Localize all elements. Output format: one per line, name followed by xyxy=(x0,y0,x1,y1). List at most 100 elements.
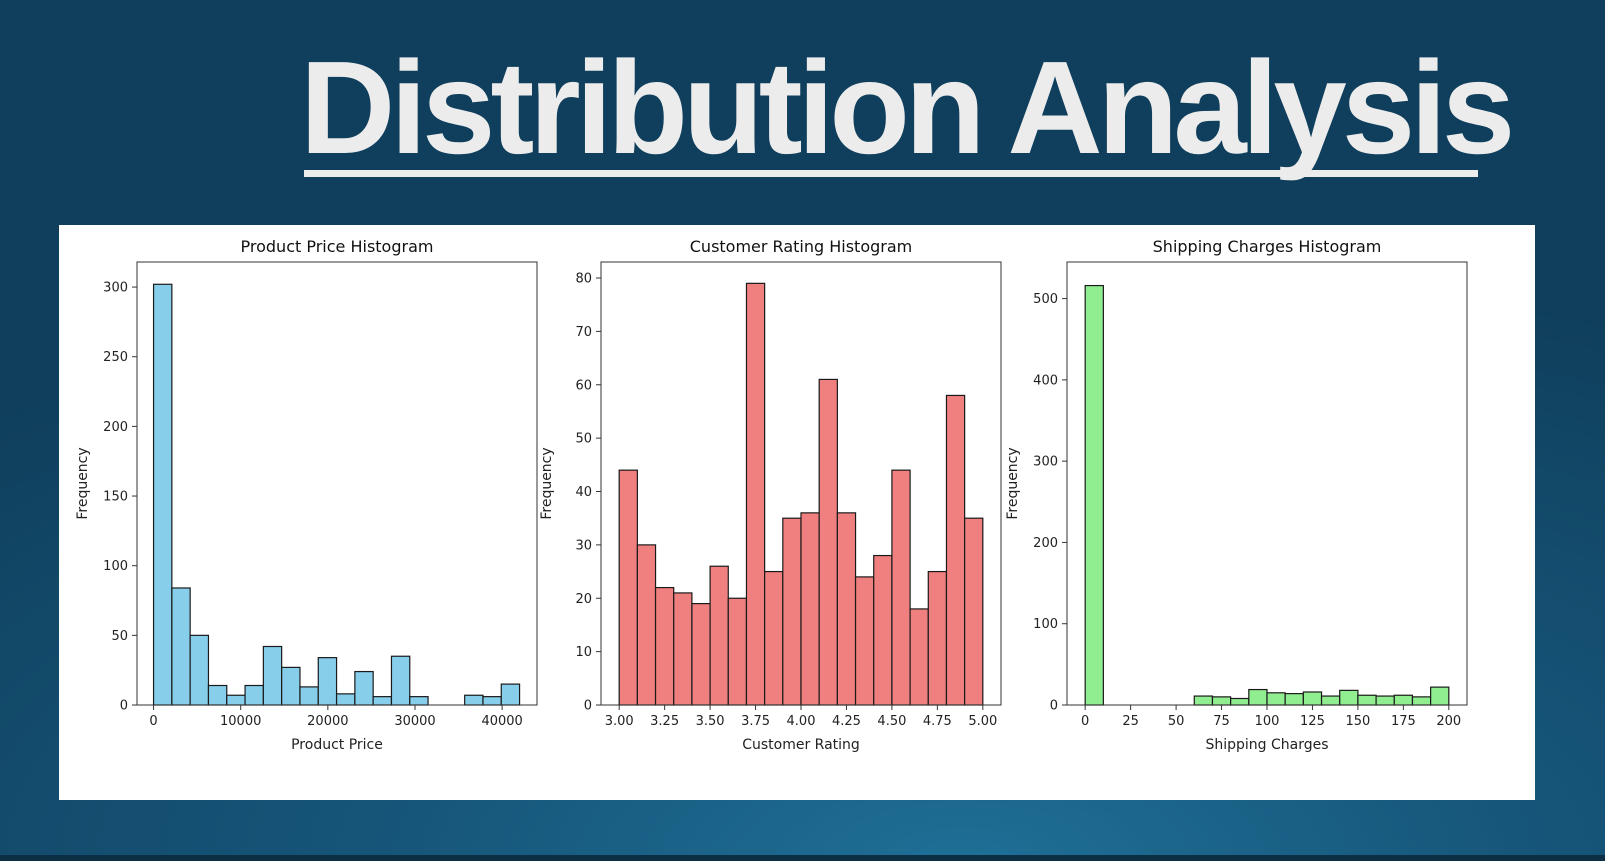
y-axis-label: Frequency xyxy=(539,447,555,519)
y-tick-label: 500 xyxy=(1033,292,1058,307)
histogram-2: 3.00 3.25 3.50 3.75 4.00 4.25 4.50 4.75 5.00 0 10 2… xyxy=(539,237,1002,753)
x-tick-label: 3.00 xyxy=(605,714,634,729)
histogram-bar xyxy=(1266,692,1286,706)
y-tick-label: 200 xyxy=(1033,536,1058,551)
histogram-bar xyxy=(1084,284,1104,706)
histogram-bar xyxy=(709,565,729,706)
histogram-bar xyxy=(818,378,838,706)
y-axis-label: Frequency xyxy=(75,447,91,519)
histogram-bar xyxy=(1357,694,1377,706)
histogram-bar xyxy=(636,544,657,706)
x-axis-label: Shipping Charges xyxy=(1205,737,1328,753)
y-tick-label: 400 xyxy=(1033,373,1058,388)
histogram-bar xyxy=(964,517,984,706)
histogram-bar xyxy=(618,469,638,706)
plot-frame xyxy=(1066,261,1468,706)
y-tick-label: 100 xyxy=(103,559,128,574)
y-tick-label: 200 xyxy=(103,420,128,435)
histogram-bar xyxy=(1339,689,1359,706)
histogram-bar xyxy=(281,666,301,706)
histogram-bar xyxy=(1320,695,1341,706)
histogram-bar xyxy=(691,602,711,706)
histogram-bar xyxy=(500,683,521,706)
y-tick-label: 300 xyxy=(103,281,128,296)
x-tick-label: 10000 xyxy=(220,714,261,729)
y-tick-label: 0 xyxy=(1050,699,1058,714)
histogram-bar xyxy=(654,586,675,706)
histogram-bar xyxy=(335,693,356,706)
histogram-bar xyxy=(1393,694,1414,706)
y-tick-label: 20 xyxy=(575,592,592,607)
y-tick-label: 0 xyxy=(584,699,592,714)
y-tick-label: 30 xyxy=(575,538,592,553)
x-tick-label: 75 xyxy=(1213,714,1230,729)
y-tick-label: 60 xyxy=(575,378,592,393)
y-axis-label: Frequency xyxy=(1005,447,1021,519)
y-tick-label: 10 xyxy=(575,645,592,660)
histogram-bar xyxy=(854,576,875,706)
histogram-bar xyxy=(1248,688,1268,706)
chart-title: Customer Rating Histogram xyxy=(690,237,912,256)
x-tick-label: 20000 xyxy=(307,714,348,729)
histogram-bar xyxy=(482,696,502,706)
y-tick-label: 80 xyxy=(575,272,592,287)
histogram-bar xyxy=(244,684,264,706)
histogram-bar xyxy=(1430,686,1450,706)
x-tick-label: 4.25 xyxy=(832,714,861,729)
x-tick-label: 100 xyxy=(1255,714,1280,729)
y-tick-label: 50 xyxy=(575,432,592,447)
x-tick-label: 175 xyxy=(1391,714,1416,729)
chart-title: Product Price Histogram xyxy=(241,237,434,256)
histogram-bar xyxy=(891,469,911,706)
histogram-bar xyxy=(464,694,484,706)
histogram-bar xyxy=(1411,696,1432,706)
y-tick-label: 100 xyxy=(1033,617,1058,632)
histogram-bar xyxy=(1375,695,1395,706)
x-tick-label: 5.00 xyxy=(968,714,997,729)
histogram-bar xyxy=(299,686,319,706)
histogram-3: 0 25 50 75 100 125 150 175 200 0 100 200 300 400 500 Sh… xyxy=(1005,237,1468,753)
histogram-bar xyxy=(945,394,966,706)
y-tick-label: 50 xyxy=(111,629,128,644)
histogram-bar xyxy=(354,670,374,706)
histogram-bar xyxy=(171,587,191,706)
histogram-1: 0 10000 20000 30000 40000 0 50 100 150 200 250 300 P… xyxy=(75,237,538,753)
histogram-bar xyxy=(1230,697,1250,706)
x-tick-label: 0 xyxy=(1081,714,1089,729)
x-tick-label: 125 xyxy=(1300,714,1325,729)
histogram-bar xyxy=(873,554,893,706)
histogram-bar xyxy=(782,517,802,706)
y-tick-label: 300 xyxy=(1033,455,1058,470)
bottom-strip xyxy=(0,855,1605,861)
histogram-bar xyxy=(727,597,748,706)
histogram-bar xyxy=(909,608,929,706)
slide-title: Distribution Analysis xyxy=(300,34,1515,181)
histogram-figure: 0 10000 20000 30000 40000050100150200250300P… xyxy=(75,237,1468,753)
x-tick-label: 40000 xyxy=(481,714,522,729)
x-tick-label: 3.50 xyxy=(696,714,725,729)
x-tick-label: 0 xyxy=(149,714,157,729)
histogram-bar xyxy=(673,592,693,706)
y-tick-label: 250 xyxy=(103,350,128,365)
histogram-bar xyxy=(1211,696,1232,706)
histogram-bar xyxy=(927,570,948,706)
y-tick-label: 70 xyxy=(575,325,592,340)
histogram-bar xyxy=(745,282,766,706)
x-axis-label: Product Price xyxy=(291,737,383,753)
x-tick-label: 4.00 xyxy=(787,714,816,729)
x-tick-label: 3.75 xyxy=(741,714,770,729)
histogram-bar xyxy=(1284,693,1304,706)
x-tick-label: 4.50 xyxy=(877,714,906,729)
histogram-bar xyxy=(836,512,857,706)
x-tick-label: 4.75 xyxy=(923,714,952,729)
x-tick-label: 50 xyxy=(1168,714,1185,729)
histogram-bar xyxy=(317,657,338,706)
histogram-bar xyxy=(764,570,784,706)
plot-frame xyxy=(136,261,538,706)
histogram-bar xyxy=(800,512,820,706)
chart-title: Shipping Charges Histogram xyxy=(1153,237,1382,256)
histogram-bar xyxy=(372,696,393,706)
y-tick-label: 40 xyxy=(575,485,592,500)
histogram-bar xyxy=(226,694,246,706)
histogram-bar xyxy=(189,634,210,706)
